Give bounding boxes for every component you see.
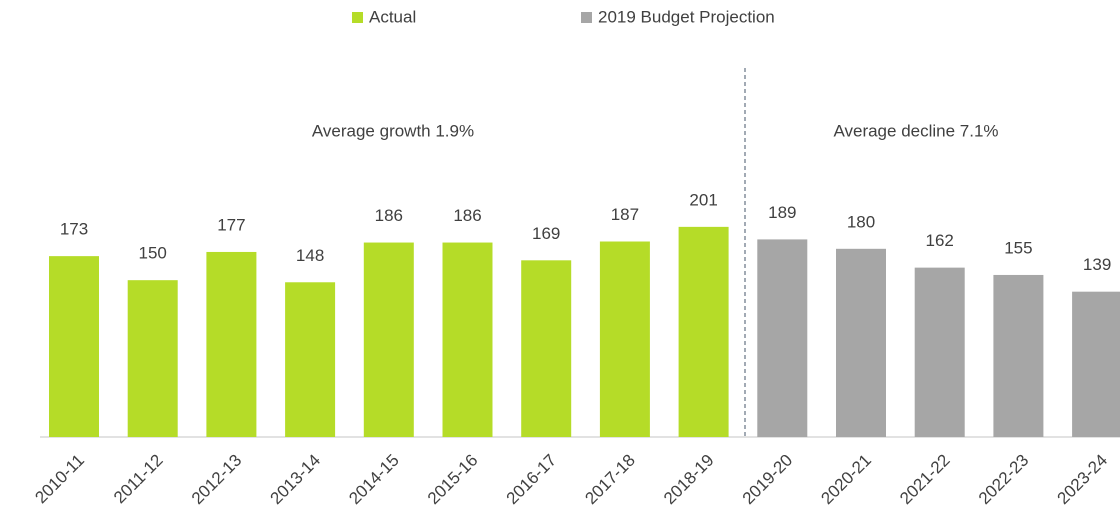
bar (914, 267, 965, 437)
annotation: Average decline 7.1% (833, 121, 998, 140)
x-tick-label: 2013-14 (267, 451, 325, 509)
x-tick-label: 2014-15 (345, 451, 403, 509)
x-tick-label: 2016-17 (503, 451, 561, 509)
x-tick-label: 2012-13 (188, 451, 246, 509)
bar (206, 251, 257, 437)
x-tick-label: 2011-12 (110, 451, 167, 508)
bar (363, 242, 414, 437)
bar (521, 260, 572, 437)
x-tick-label: 2020-21 (817, 451, 875, 509)
data-label: 173 (60, 220, 88, 239)
x-tick-label: 2022-23 (975, 451, 1033, 509)
bar (127, 280, 178, 437)
data-label: 201 (689, 190, 717, 209)
data-label: 186 (375, 206, 403, 225)
x-tick-label: 2021-22 (896, 451, 954, 509)
data-label: 155 (1004, 238, 1032, 257)
data-label: 177 (217, 215, 245, 234)
bar (599, 241, 650, 437)
data-label: 186 (453, 206, 481, 225)
x-tick-label: 2017-18 (581, 451, 639, 509)
data-label: 180 (847, 212, 875, 231)
data-label: 187 (611, 205, 639, 224)
bar (993, 274, 1044, 437)
data-label: 189 (768, 203, 796, 222)
data-label: 148 (296, 246, 324, 265)
x-tick-label: 2015-16 (424, 451, 482, 509)
annotation: Average growth 1.9% (312, 121, 474, 140)
bar (678, 226, 729, 437)
data-label: 150 (139, 244, 167, 263)
bar (836, 248, 886, 437)
bar (442, 242, 493, 437)
legend-label: 2019 Budget Projection (598, 7, 775, 26)
bar (49, 256, 99, 437)
x-tick-label: 2023-24 (1054, 451, 1112, 509)
bar (1072, 291, 1120, 437)
bar (285, 282, 336, 437)
legend-swatch (581, 12, 592, 23)
bar (757, 239, 808, 437)
data-label: 139 (1083, 255, 1111, 274)
data-label: 169 (532, 224, 560, 243)
legend-swatch (352, 12, 363, 23)
x-tick-label: 2010-11 (31, 451, 88, 508)
x-tick-label: 2019-20 (739, 451, 797, 509)
legend-label: Actual (369, 7, 416, 26)
x-tick-label: 2018-19 (660, 451, 718, 509)
data-label: 162 (926, 231, 954, 250)
